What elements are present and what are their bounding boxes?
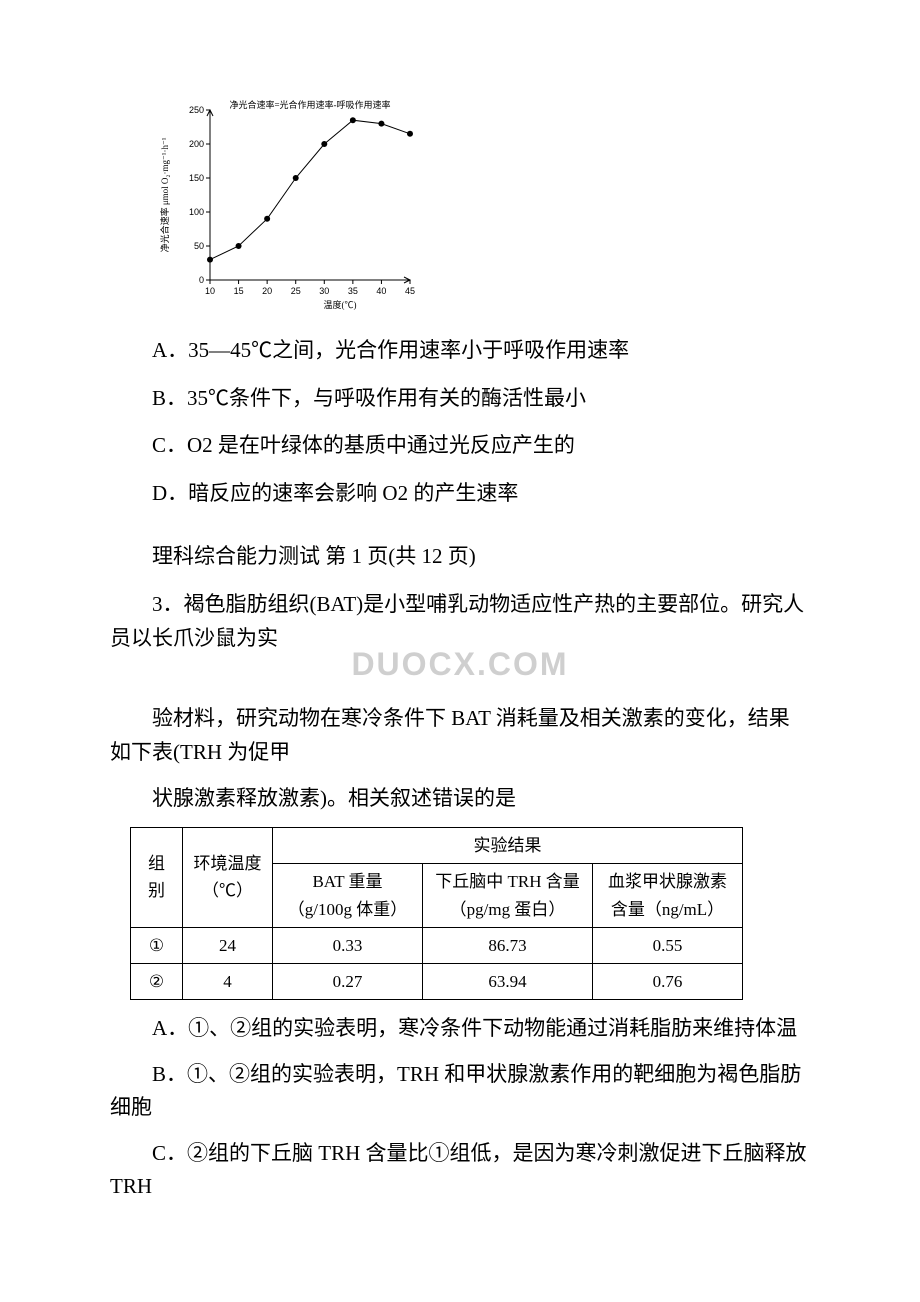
q3-stem-line3: 状腺激素释放激素)。相关叙述错误的是 (110, 782, 810, 816)
svg-text:50: 50 (194, 241, 204, 251)
q3-option-a: A．①、②组的实验表明，寒冷条件下动物能通过消耗脂肪来维持体温 (110, 1012, 810, 1046)
svg-text:0: 0 (199, 275, 204, 285)
svg-text:25: 25 (291, 286, 301, 296)
svg-text:100: 100 (189, 207, 204, 217)
q2-option-a: A．35—45℃之间，光合作用速率小于呼吸作用速率 (110, 334, 810, 368)
svg-text:45: 45 (405, 286, 415, 296)
q3-option-b: B．①、②组的实验表明，TRH 和甲状腺激素作用的靶细胞为褐色脂肪细胞 (110, 1058, 810, 1125)
svg-text:10: 10 (205, 286, 215, 296)
svg-text:35: 35 (348, 286, 358, 296)
svg-text:温度(℃): 温度(℃) (324, 299, 357, 310)
page-marker: 理科综合能力测试 第 1 页(共 12 页) (110, 540, 810, 574)
experiment-table-wrap: 组别环境温度（℃）实验结果BAT 重量（g/100g 体重）下丘脑中 TRH 含… (130, 827, 810, 1000)
experiment-table: 组别环境温度（℃）实验结果BAT 重量（g/100g 体重）下丘脑中 TRH 含… (130, 827, 743, 1000)
svg-text:30: 30 (319, 286, 329, 296)
exam-page: 0 50 100 150 200 250 10 15 20 25 30 35 40 45 净光合速率=光合作… (0, 0, 920, 1256)
q3-stem-line2: 验材料，研究动物在寒冷条件下 BAT 消耗量及相关激素的变化，结果如下表(TRH… (110, 702, 810, 769)
svg-text:20: 20 (262, 286, 272, 296)
q2-option-c: C．O2 是在叶绿体的基质中通过光反应产生的 (110, 429, 810, 463)
svg-text:200: 200 (189, 139, 204, 149)
svg-text:净光合速率 μmol O₂·mg⁻¹·h⁻¹: 净光合速率 μmol O₂·mg⁻¹·h⁻¹ (159, 137, 170, 252)
q2-option-d: D．暗反应的速率会影响 O2 的产生速率 (110, 477, 810, 511)
svg-text:150: 150 (189, 173, 204, 183)
net-photosynthesis-chart: 0 50 100 150 200 250 10 15 20 25 30 35 40 45 净光合速率=光合作… (150, 100, 440, 320)
watermark: DUOCX.COM (110, 639, 810, 690)
chart-svg: 0 50 100 150 200 250 10 15 20 25 30 35 40 45 净光合速率=光合作… (150, 100, 440, 320)
q3-option-c: C．②组的下丘脑 TRH 含量比①组低，是因为寒冷刺激促进下丘脑释放 TRH (110, 1137, 810, 1204)
q2-option-b: B．35℃条件下，与呼吸作用有关的酶活性最小 (110, 382, 810, 416)
svg-text:40: 40 (376, 286, 386, 296)
svg-text:250: 250 (189, 105, 204, 115)
svg-text:15: 15 (234, 286, 244, 296)
svg-text:净光合速率=光合作用速率-呼吸作用速率: 净光合速率=光合作用速率-呼吸作用速率 (229, 100, 390, 110)
